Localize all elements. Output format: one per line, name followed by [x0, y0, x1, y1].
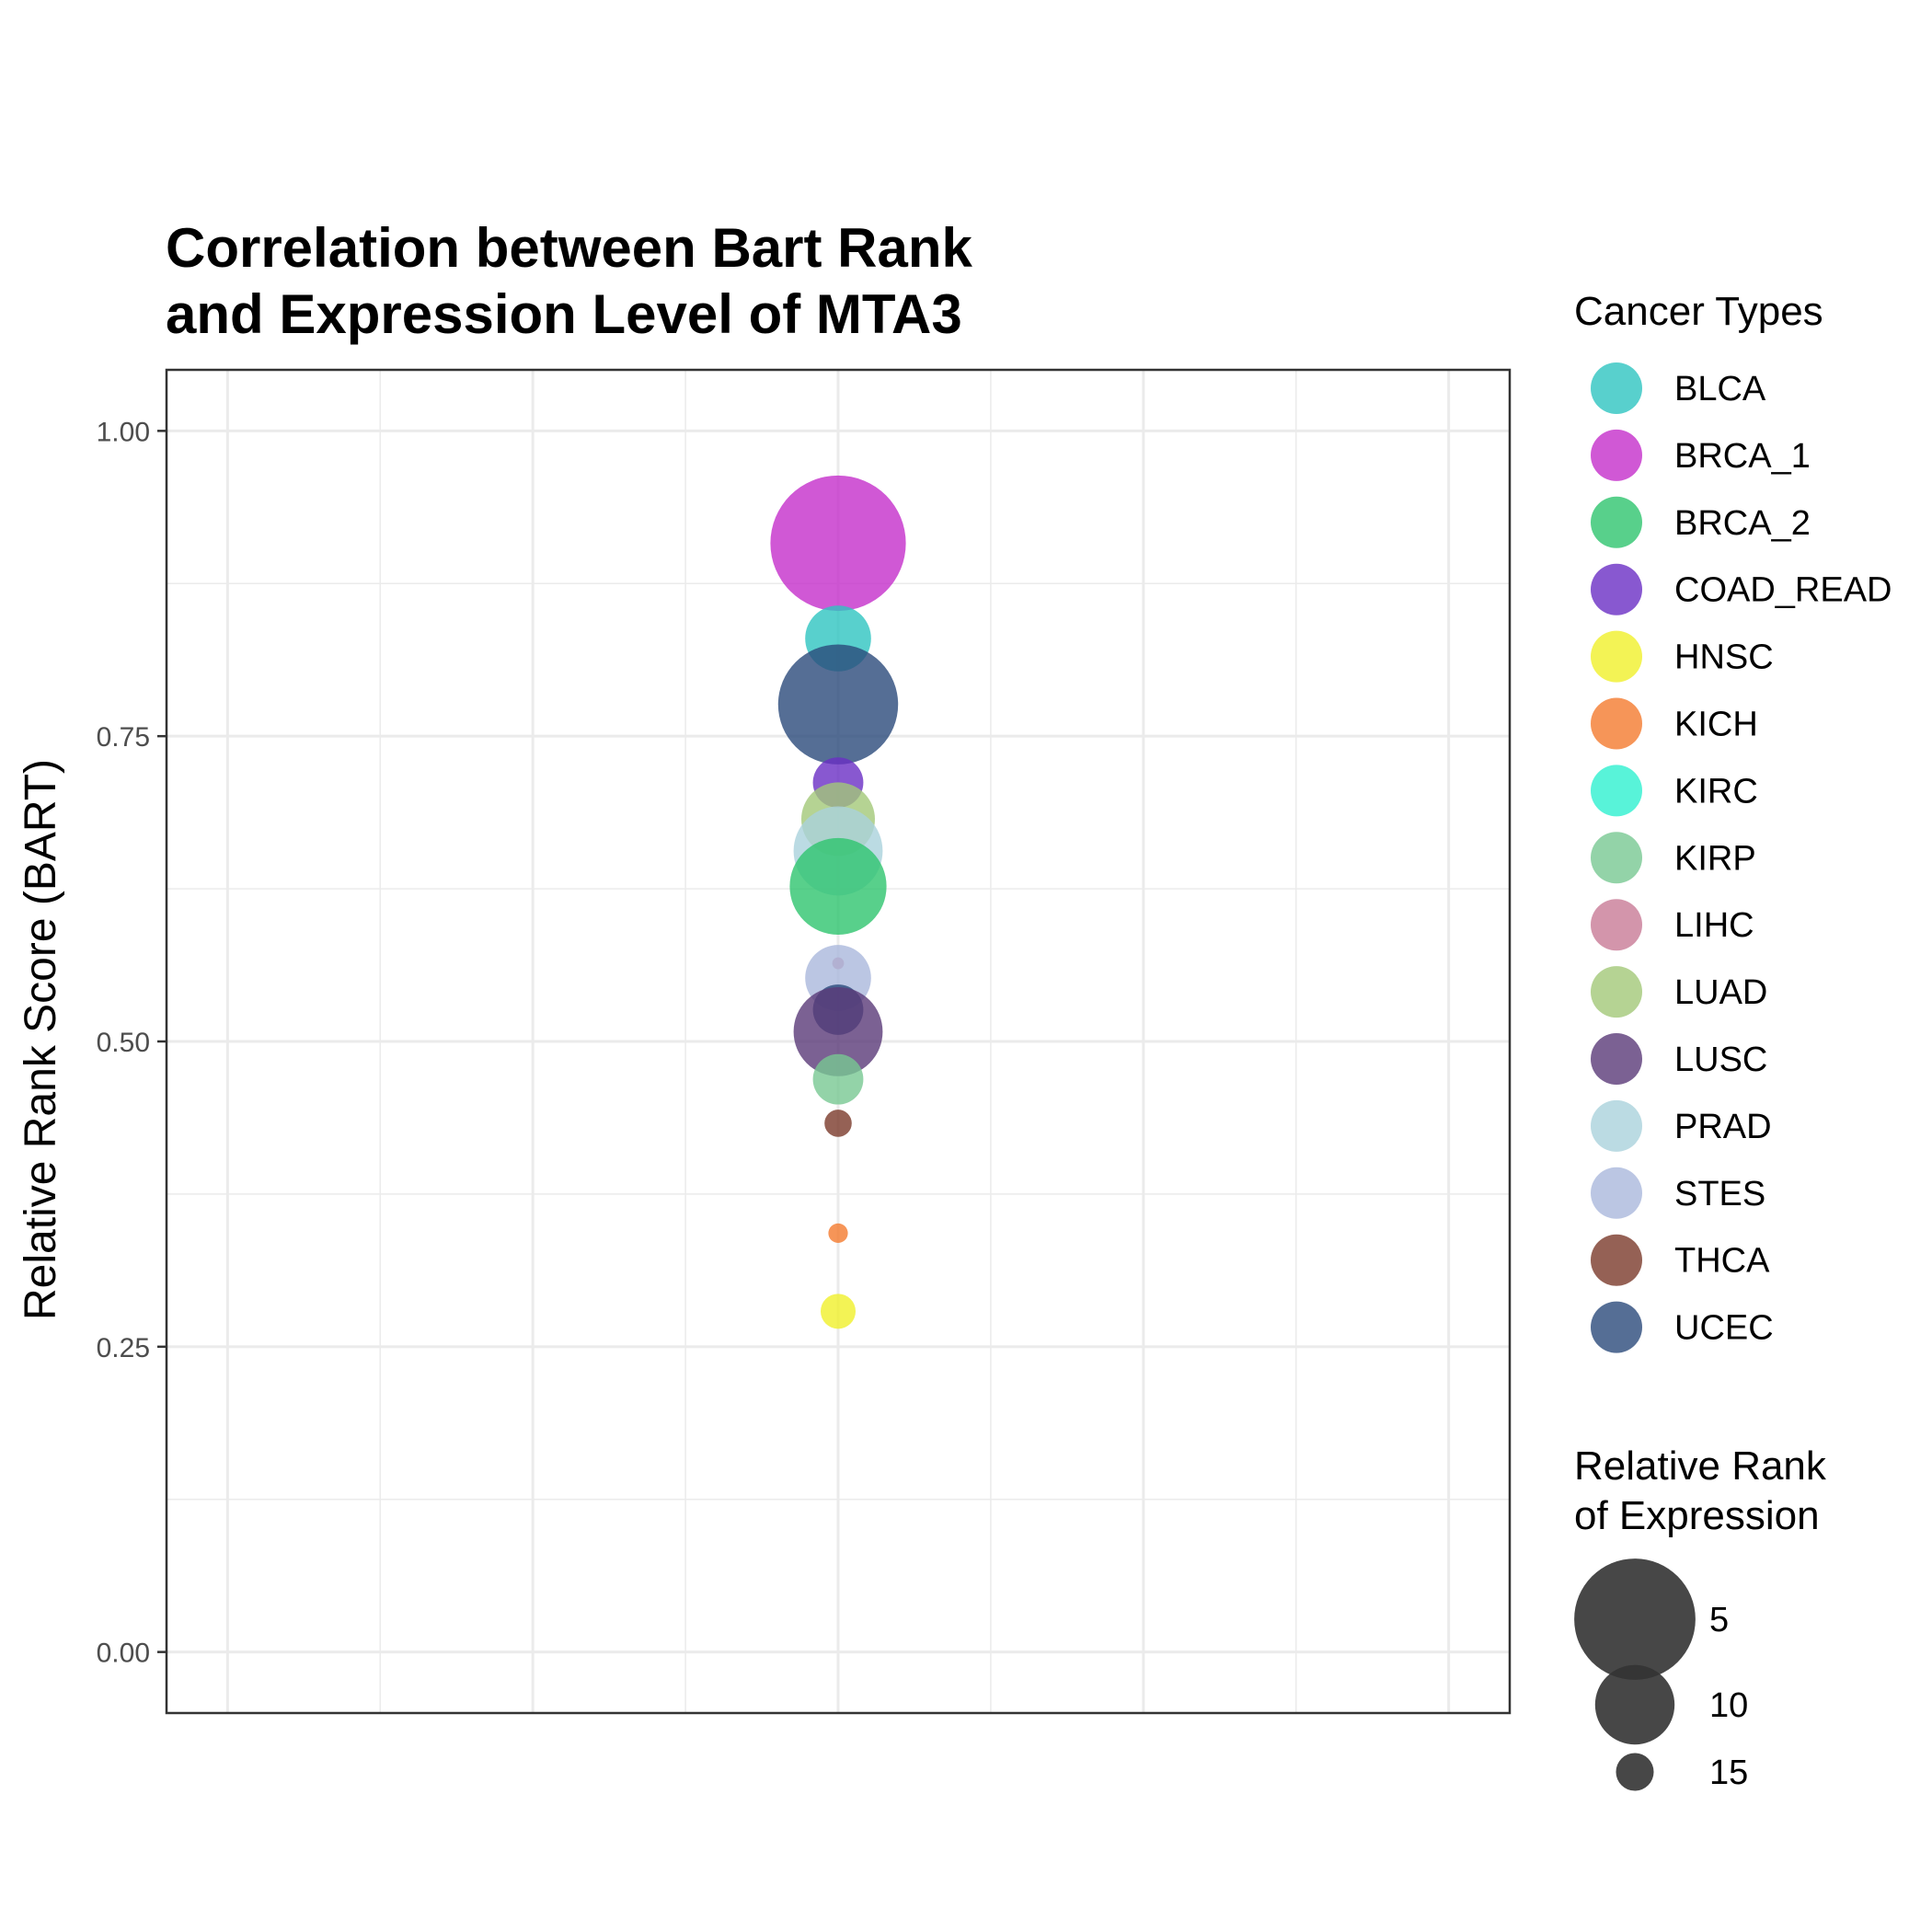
size-legend-label: 10 — [1709, 1686, 1748, 1725]
data-point-brca-1: BRCA_1 — [770, 475, 906, 612]
legend-label: LIHC — [1674, 906, 1754, 945]
legend-label: BRCA_1 — [1674, 437, 1811, 476]
legend-key-coad-read — [1591, 563, 1642, 615]
y-axis-label: Relative Rank Score (BART) — [17, 759, 65, 1320]
size-legend-label: 5 — [1709, 1601, 1729, 1639]
color-legend-title: Cancer Types — [1574, 289, 1823, 334]
data-point-ucec: UCEC — [777, 644, 899, 765]
legend-label: LUSC — [1674, 1041, 1767, 1079]
data-point-kich: KICH — [828, 1223, 848, 1243]
y-tick-label: 0.25 — [97, 1333, 150, 1363]
y-tick-label: 0.50 — [97, 1028, 150, 1058]
legend-label: LUAD — [1674, 973, 1767, 1012]
y-tick-label: 0.75 — [97, 722, 150, 753]
data-point-hnsc: HNSC — [821, 1294, 856, 1329]
legend-key-brca-2 — [1591, 496, 1642, 548]
plot-panel: BRCA_1BLCAUCECCOAD_READLUADPRADBRCA_2LIH… — [165, 368, 1512, 1715]
data-point-kirp: KIRP — [812, 1053, 864, 1105]
legend-key-kich — [1591, 697, 1642, 750]
legend-key-ucec — [1591, 1301, 1642, 1353]
legend-key-luad — [1591, 966, 1642, 1018]
legend-key-lihc — [1591, 899, 1642, 951]
y-tick-label: 1.00 — [97, 417, 150, 447]
legend-label: KICH — [1674, 706, 1758, 744]
data-point-thca: THCA — [824, 1110, 852, 1137]
legend-key-prad — [1591, 1099, 1642, 1152]
legend-key-blca — [1591, 362, 1642, 414]
legend-label: COAD_READ — [1674, 571, 1892, 610]
legend-key-kirc — [1591, 765, 1642, 817]
legend-label: KIRP — [1674, 839, 1756, 878]
legend-label: THCA — [1674, 1242, 1770, 1281]
legend-label: BLCA — [1674, 370, 1766, 408]
legend-label: BRCA_2 — [1674, 504, 1811, 543]
legend-label: STES — [1674, 1175, 1765, 1213]
legend-key-lusc — [1591, 1033, 1642, 1085]
chart-title-line-2: and Expression Level of MTA3 — [166, 283, 962, 345]
size-legend-key — [1594, 1664, 1675, 1745]
size-legend-key — [1574, 1558, 1696, 1680]
legend-key-brca-1 — [1591, 429, 1642, 481]
legend-label: KIRC — [1674, 772, 1758, 811]
size-legend-title-line-2: of Expression — [1574, 1493, 1820, 1538]
color-legend: Cancer Types BLCA BRCA_1 BRCA_2 COAD_READ HN… — [1574, 289, 1892, 1353]
data-points: BRCA_1BLCAUCECCOAD_READLUADPRADBRCA_2LIH… — [770, 475, 906, 1329]
size-legend-title-line-1: Relative Rank — [1574, 1443, 1827, 1489]
chart-title-line-1: Correlation between Bart Rank — [166, 217, 972, 279]
legend-key-kirp — [1591, 832, 1642, 884]
y-tick-label: 0.00 — [97, 1639, 150, 1669]
size-legend: Relative Rank of Expression 5 10 15 — [1574, 1443, 1827, 1792]
size-legend-key — [1616, 1753, 1654, 1791]
legend-label: HNSC — [1674, 638, 1774, 677]
y-axis: 0.00 0.25 0.50 0.75 1.00 — [97, 417, 167, 1669]
data-point-brca-2: BRCA_2 — [789, 837, 887, 936]
legend-key-stes — [1591, 1167, 1642, 1219]
legend-key-thca — [1591, 1234, 1642, 1286]
size-legend-label: 15 — [1709, 1754, 1748, 1792]
data-point-lusc: LUSC — [793, 986, 883, 1076]
legend-label: PRAD — [1674, 1108, 1772, 1146]
legend-key-hnsc — [1591, 630, 1642, 683]
legend-label: UCEC — [1674, 1309, 1774, 1348]
